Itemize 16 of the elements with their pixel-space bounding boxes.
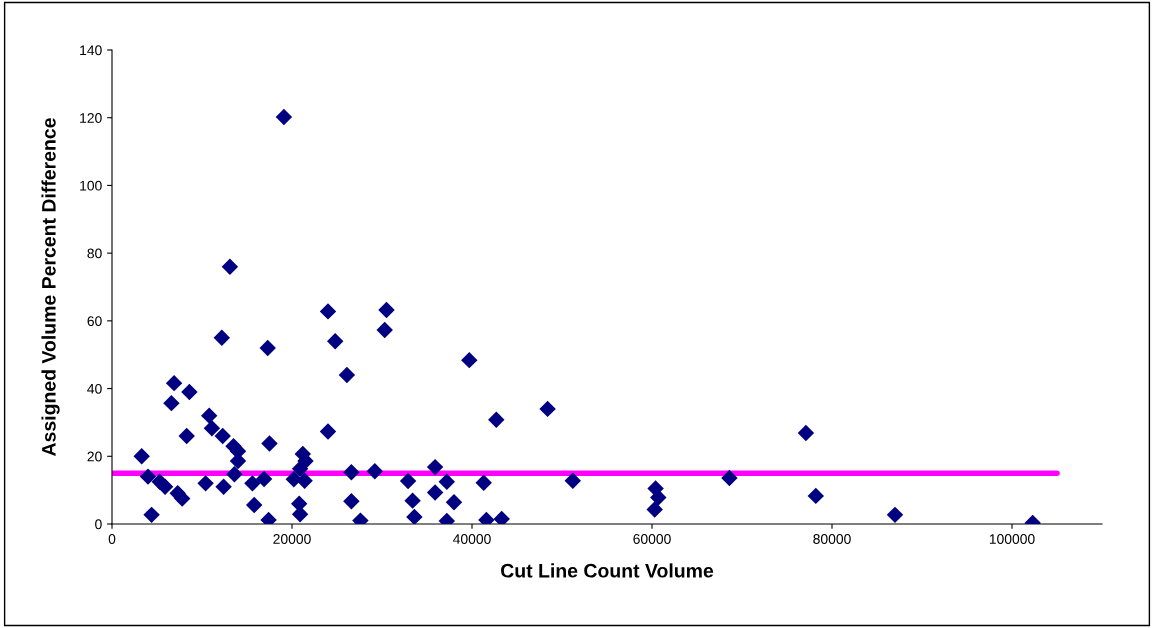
y-tick-label: 20 [87, 451, 102, 462]
y-tick-label: 140 [80, 45, 102, 56]
x-tick-label: 0 [108, 534, 116, 544]
y-tick-label: 40 [87, 383, 102, 394]
y-tick-label: 80 [87, 248, 102, 259]
y-tick-label: 60 [87, 316, 102, 327]
y-tick-label: 120 [80, 113, 102, 123]
y-axis-title: Assigned Volume Percent Difference [41, 118, 60, 456]
x-tick-label: 40000 [453, 534, 491, 544]
x-tick-label: 80000 [813, 534, 851, 544]
y-tick-label: 100 [80, 180, 102, 191]
y-tick-label: 0 [95, 519, 102, 530]
x-tick-label: 60000 [633, 534, 671, 544]
x-tick-label: 20000 [273, 534, 311, 544]
x-axis-title: Cut Line Count Volume [501, 563, 714, 578]
x-tick-label: 100000 [989, 534, 1035, 544]
